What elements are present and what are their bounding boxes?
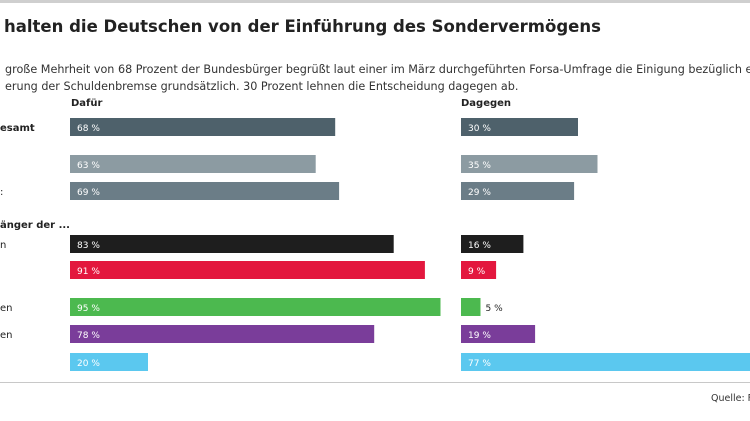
bar-dagegen xyxy=(461,118,578,136)
bar-dafuer xyxy=(70,118,336,136)
bar-dafuer xyxy=(70,353,148,371)
bar-dafuer xyxy=(70,261,425,279)
bar-dagegen xyxy=(461,261,497,279)
chart-subtitle: große Mehrheit von 68 Prozent der Bundes… xyxy=(5,61,750,95)
column-header-dagegen: Dagegen xyxy=(461,98,512,109)
row-label: en xyxy=(0,303,13,314)
bar-dafuer xyxy=(70,235,394,253)
value-label-dafuer: 95 % xyxy=(77,304,100,314)
value-label-dagegen: 16 % xyxy=(468,241,491,251)
value-label-dagegen: 19 % xyxy=(468,331,491,341)
value-label-dafuer: 91 % xyxy=(77,267,100,277)
top-divider xyxy=(0,0,750,3)
value-label-dagegen: 29 % xyxy=(468,188,491,198)
bar-dagegen xyxy=(461,155,598,173)
bottom-divider xyxy=(0,382,750,383)
value-label-dagegen: 9 % xyxy=(468,267,486,277)
value-label-dafuer: 63 % xyxy=(77,161,100,171)
bar-dagegen xyxy=(461,182,575,200)
source-note: Quelle: F xyxy=(711,393,750,404)
value-label-dafuer: 68 % xyxy=(77,124,100,134)
bar-dafuer xyxy=(70,182,340,200)
subtitle-line-1: große Mehrheit von 68 Prozent der Bundes… xyxy=(5,63,750,76)
value-label-dagegen: 30 % xyxy=(468,124,491,134)
bar-dagegen xyxy=(461,235,524,253)
value-label-dagegen: 5 % xyxy=(486,304,504,314)
value-label-dafuer: 20 % xyxy=(77,359,100,369)
row-label: esamt xyxy=(0,123,35,134)
bar-dafuer xyxy=(70,325,375,343)
bar-dafuer xyxy=(70,298,441,316)
bar-dagegen xyxy=(461,298,481,316)
value-label-dagegen: 77 % xyxy=(468,359,491,369)
chart-title: halten die Deutschen von der Einführung … xyxy=(4,17,601,36)
bar-dagegen xyxy=(461,353,750,371)
value-label-dafuer: 83 % xyxy=(77,241,100,251)
value-label-dafuer: 69 % xyxy=(77,188,100,198)
row-label: : xyxy=(0,187,3,198)
row-label: n xyxy=(0,240,6,251)
bar-dagegen xyxy=(461,325,536,343)
bar-chart: änger der ... esamt 68 % 30 % 63 % 35 %: 69 % 2… xyxy=(0,118,750,371)
value-label-dafuer: 78 % xyxy=(77,331,100,341)
subtitle-line-2: erung der Schuldenbremse grundsätzlich. … xyxy=(5,80,519,93)
bar-dafuer xyxy=(70,155,316,173)
section-label: änger der ... xyxy=(0,220,70,231)
column-header-dafuer: Dafür xyxy=(71,98,103,109)
value-label-dagegen: 35 % xyxy=(468,161,491,171)
row-label: en xyxy=(0,330,13,341)
